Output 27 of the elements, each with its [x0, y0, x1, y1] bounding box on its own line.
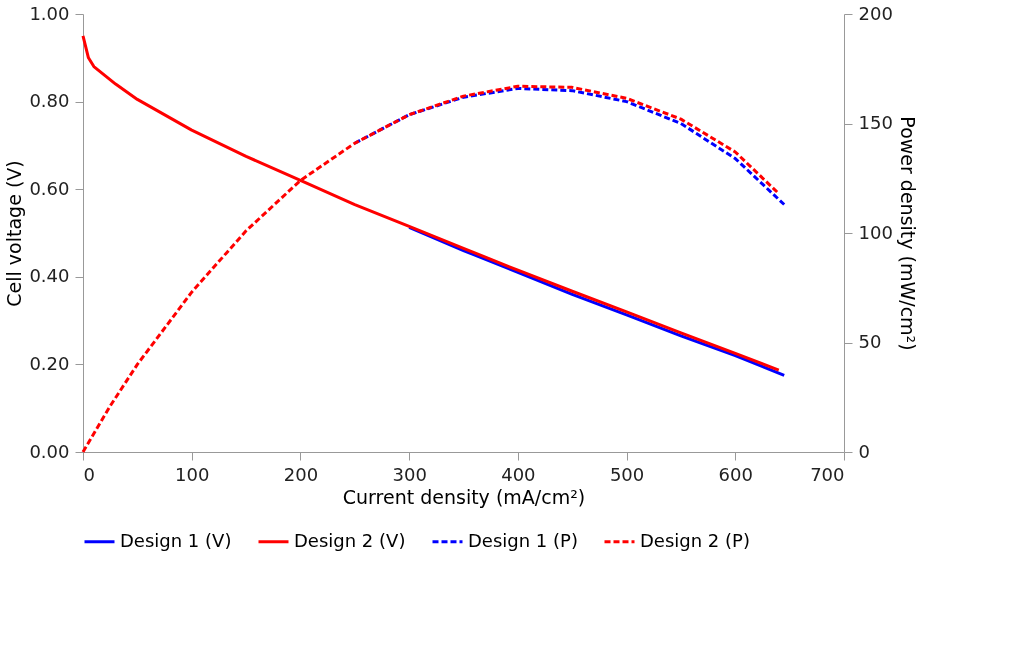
y2-tick-label: 50: [858, 331, 882, 352]
y-tick-label: 0.20: [29, 352, 70, 374]
x-tick-label: 700: [810, 463, 845, 485]
y2-tick-label: 150: [858, 112, 893, 133]
y-tick-label: 1.00: [29, 2, 70, 24]
x-tick-label: 400: [501, 463, 536, 485]
x-tick-label: 0: [83, 463, 95, 485]
y2-tick-label: 0: [858, 440, 870, 462]
y-axis-title: Cell voltage (V): [3, 160, 26, 307]
x-tick-label: 500: [609, 463, 645, 485]
x-tick-label: 600: [718, 463, 753, 485]
x-axis-title: Current density (mA/cm²): [342, 485, 586, 508]
legend-label: Design 2 (P): [640, 529, 750, 551]
legend-label: Design 1 (P): [468, 529, 578, 551]
x-tick-label: 300: [392, 463, 427, 485]
line-series: [407, 225, 786, 377]
y-tick-label: 0.00: [29, 440, 70, 462]
legend-label: Design 2 (V): [294, 529, 406, 551]
y-tick-label: 0.80: [29, 90, 70, 112]
y2-tick-label: 200: [858, 2, 893, 24]
x-tick-label: 200: [283, 463, 319, 485]
x-tick-label: 100: [175, 463, 210, 485]
legend-label: Design 1 (V): [120, 529, 232, 551]
y2-tick-label: 100: [858, 221, 893, 243]
y2-axis-title: Power density (mW/cm²): [896, 116, 919, 351]
y-tick-label: 0.40: [29, 265, 70, 287]
y-tick-label: 0.60: [29, 177, 70, 199]
